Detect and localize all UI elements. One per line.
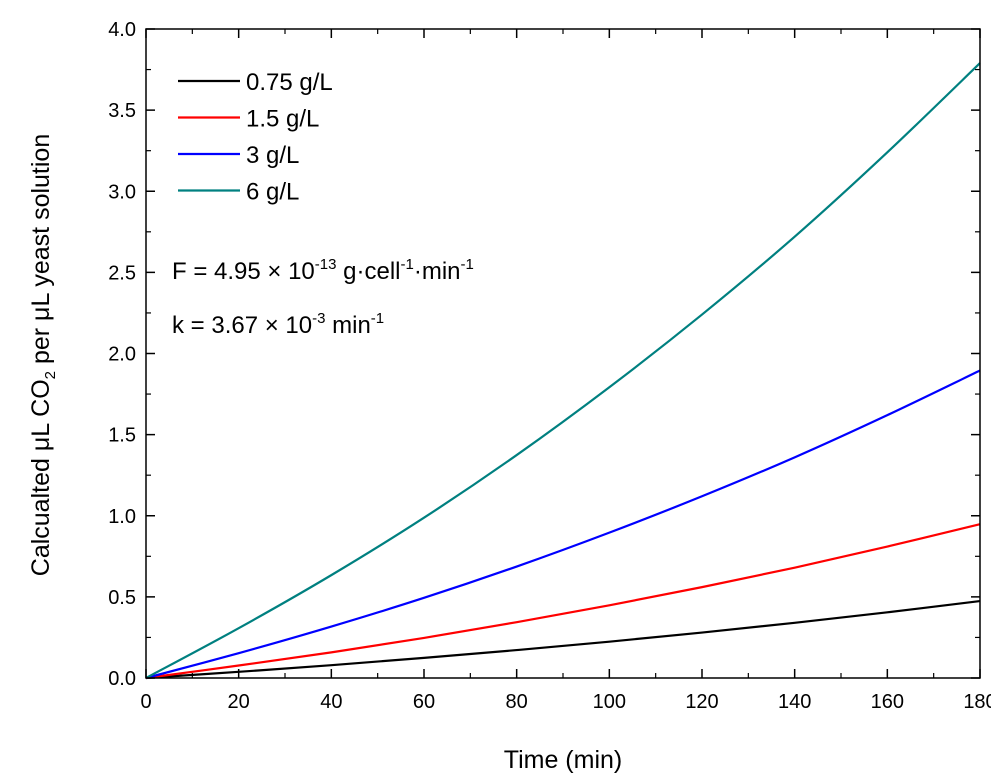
annotation-text: min xyxy=(325,312,370,339)
y-tick-label: 3.5 xyxy=(108,100,136,122)
annotation-superscript: -3 xyxy=(312,310,325,327)
y-tick-label: 0.0 xyxy=(108,668,136,690)
y-tick-label: 1.5 xyxy=(108,425,136,447)
annotation-superscript: -1 xyxy=(401,256,414,273)
y-axis-label-pre: Calcualted μL CO xyxy=(27,379,55,576)
annotation-superscript: -1 xyxy=(461,256,474,273)
annotations: F = 4.95 × 10-13 g·cell-1·min-1k = 3.67 … xyxy=(172,256,474,339)
x-tick-label: 160 xyxy=(871,691,904,713)
y-tick-label: 2.5 xyxy=(108,262,136,284)
y-tick-label: 2.0 xyxy=(108,344,136,366)
legend: 0.75 g/L 1.5 g/L 3 g/L 6 g/L xyxy=(178,69,333,206)
annotation-superscript: -1 xyxy=(371,310,384,327)
x-tick-label: 40 xyxy=(320,691,342,713)
x-tick-label: 120 xyxy=(685,691,718,713)
y-tick-label: 4.0 xyxy=(108,19,136,41)
legend-label-0: 0.75 g/L xyxy=(246,69,333,96)
annotation-text: g·cell xyxy=(336,258,400,285)
x-tick-label: 140 xyxy=(778,691,811,713)
x-tick-label: 80 xyxy=(506,691,528,713)
legend-label-3: 6 g/L xyxy=(246,179,299,206)
series-line-2 xyxy=(145,369,981,680)
legend-label-2: 3 g/L xyxy=(246,142,299,169)
annotation-superscript: -13 xyxy=(315,256,337,273)
series-line-1 xyxy=(145,523,981,680)
y-axis-label-sub: 2 xyxy=(42,371,59,379)
y-tick-label: 1.0 xyxy=(108,506,136,528)
y-tick-label: 3.0 xyxy=(108,181,136,203)
annotation-text: k = 3.67 × 10 xyxy=(172,312,312,339)
series-line-0 xyxy=(145,599,981,680)
annotation-text: F = 4.95 × 10 xyxy=(172,258,315,285)
y-tick-label: 0.5 xyxy=(108,587,136,609)
y-axis-label-post: per μL yeast solution xyxy=(27,134,55,371)
annotation-text: ·min xyxy=(414,258,461,285)
x-tick-label: 0 xyxy=(140,691,151,713)
annotation-0: F = 4.95 × 10-13 g·cell-1·min-1 xyxy=(172,256,474,285)
y-axis-label: Calcualted μL CO2 per μL yeast solution xyxy=(27,134,59,576)
legend-label-1: 1.5 g/L xyxy=(246,106,319,133)
series-line-3 xyxy=(145,62,981,679)
ticks-layer: 0 20 40 60 80 100 120 140 160 180 0.0 0.5 1.0 1.5 2.0 2… xyxy=(108,19,991,713)
x-tick-label: 180 xyxy=(963,691,991,713)
x-axis-label: Time (min) xyxy=(504,746,623,774)
annotation-1: k = 3.67 × 10-3 min-1 xyxy=(172,310,384,339)
series-layer xyxy=(145,62,981,680)
x-tick-label: 20 xyxy=(228,691,250,713)
x-tick-label: 100 xyxy=(593,691,626,713)
x-tick-label: 60 xyxy=(413,691,435,713)
